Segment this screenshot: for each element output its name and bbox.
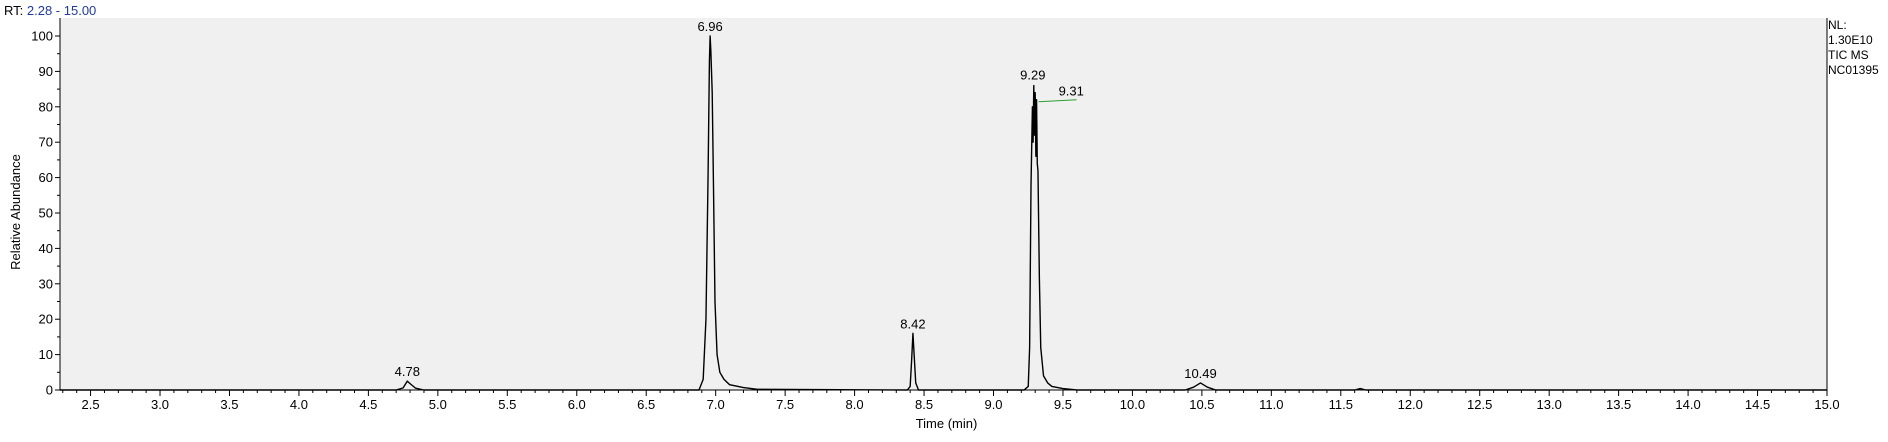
x-tick-label: 6.5 [637, 397, 655, 412]
x-tick-label: 3.0 [151, 397, 169, 412]
peak-label: 8.42 [900, 316, 925, 331]
rt-range-label: RT: 2.28 - 15.00 [4, 3, 96, 18]
y-tick-label: 70 [39, 135, 53, 150]
y-tick-label: 0 [46, 383, 53, 398]
x-tick-label: 9.5 [1054, 397, 1072, 412]
x-tick-label: 7.0 [707, 397, 725, 412]
file-name: NC01395 [1828, 63, 1879, 77]
y-tick-label: 50 [39, 206, 53, 221]
x-tick-label: 12.5 [1467, 397, 1492, 412]
x-tick-label: 4.5 [359, 397, 377, 412]
x-tick-label: 5.5 [498, 397, 516, 412]
x-tick-label: 8.0 [846, 397, 864, 412]
peak-leader-line [1038, 99, 1077, 103]
plot-area [60, 18, 1827, 390]
rt-range-value: 2.28 - 15.00 [26, 3, 97, 18]
x-tick-label: 9.0 [984, 397, 1002, 412]
y-tick-label: 40 [39, 241, 53, 256]
x-tick-label: 4.0 [290, 397, 308, 412]
peak-label: 10.49 [1184, 366, 1217, 381]
x-tick-label: 11.5 [1329, 397, 1353, 412]
x-tick-label: 7.5 [776, 397, 794, 412]
nl-label: NL: [1828, 18, 1847, 32]
y-tick-label: 60 [39, 170, 53, 185]
x-tick-label: 12.0 [1398, 397, 1423, 412]
x-axis-title: Time (min) [916, 416, 978, 431]
y-tick-label: 30 [39, 276, 53, 291]
y-tick-label: 80 [39, 99, 53, 114]
y-tick-label: 20 [39, 312, 53, 327]
x-tick-label: 10.5 [1189, 397, 1214, 412]
x-tick-label: 2.5 [82, 397, 100, 412]
x-tick-label: 10.0 [1120, 397, 1145, 412]
x-tick-label: 13.5 [1606, 397, 1631, 412]
peak-label: 6.96 [697, 19, 722, 34]
peak-label: 9.29 [1020, 68, 1045, 83]
y-tick-label: 10 [39, 347, 53, 362]
peak-label: 4.78 [395, 364, 420, 379]
x-tick-label: 13.0 [1537, 397, 1562, 412]
scan-filter: TIC MS [1828, 48, 1869, 62]
y-tick-label: 90 [39, 64, 53, 79]
rt-prefix: RT: [4, 3, 24, 18]
x-tick-label: 14.5 [1745, 397, 1770, 412]
normalization-info: NL: 1.30E10 TIC MS NC01395 [1828, 18, 1879, 78]
y-axis-title: Relative Abundance [8, 154, 23, 270]
nl-value: 1.30E10 [1828, 33, 1873, 47]
peak-label: 9.31 [1059, 84, 1084, 99]
x-tick-label: 6.0 [568, 397, 586, 412]
y-tick-label: 100 [31, 29, 53, 44]
x-tick-label: 8.5 [915, 397, 933, 412]
x-tick-label: 11.0 [1259, 397, 1283, 412]
x-tick-label: 5.0 [429, 397, 447, 412]
x-tick-label: 15.0 [1814, 397, 1839, 412]
x-tick-label: 14.0 [1675, 397, 1700, 412]
x-tick-label: 3.5 [220, 397, 238, 412]
chromatogram-trace [60, 35, 1827, 391]
